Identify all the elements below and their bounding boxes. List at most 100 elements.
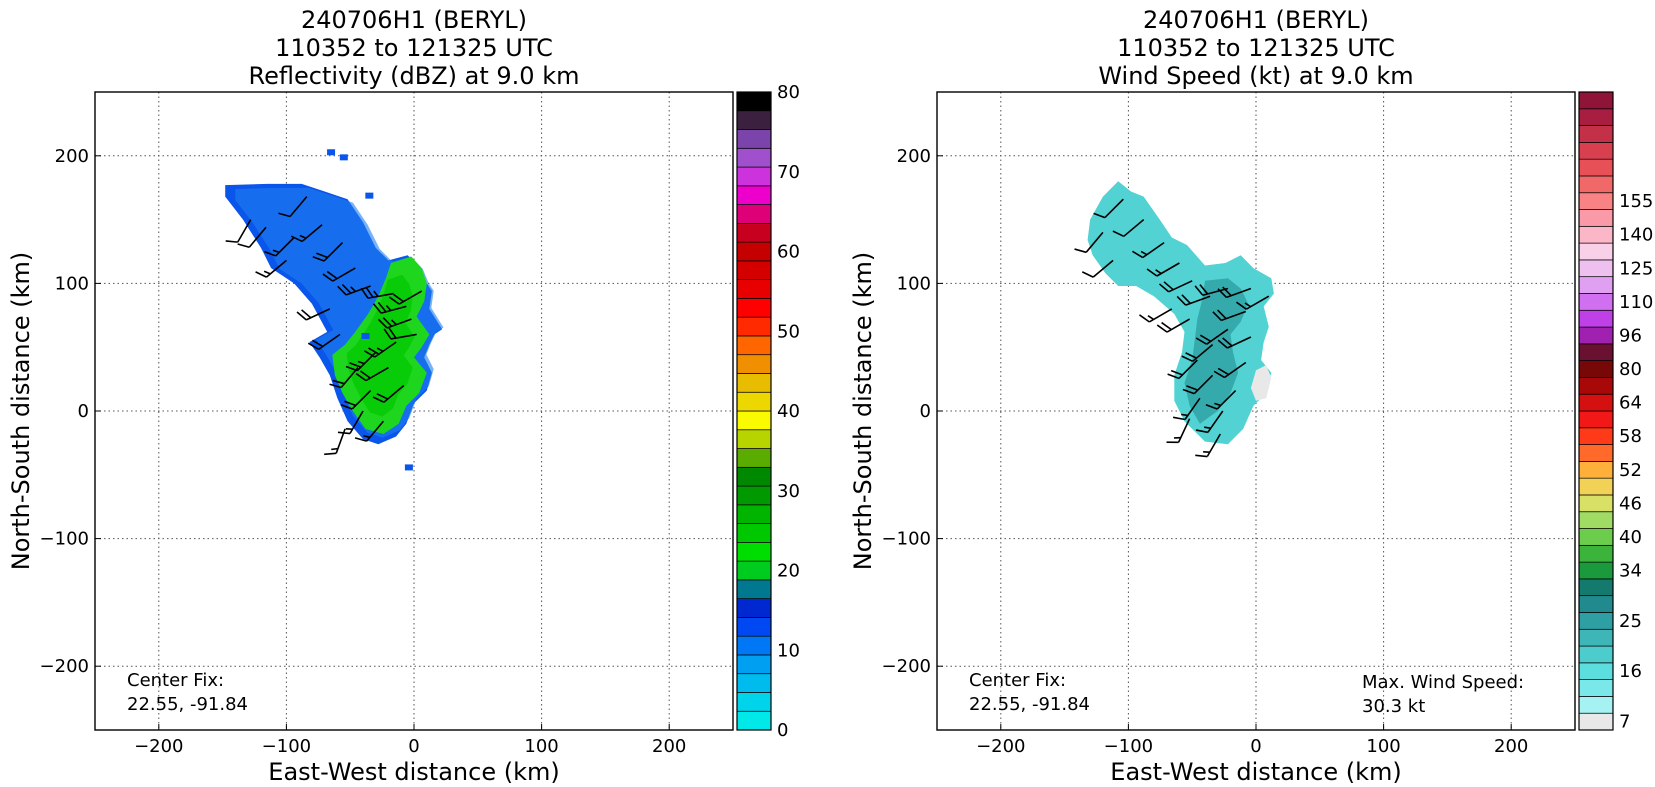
colorbar-tick-label: 10 [777, 640, 800, 661]
wind-barb [1212, 309, 1247, 322]
wind-barb [383, 327, 417, 340]
wind-barb-flag [1195, 454, 1208, 458]
wind-barb-flag [340, 403, 353, 410]
colorbar-segment [1578, 544, 1614, 563]
chart-title-line: Reflectivity (dBZ) at 9.0 km [249, 62, 580, 90]
colorbar-segment [1578, 343, 1614, 361]
wind-barb-flag [393, 293, 404, 303]
wind-barb [296, 308, 331, 321]
wind-barb-half-flag [350, 286, 357, 293]
wind-barb [1081, 259, 1114, 278]
wind-barb-staff [1085, 231, 1104, 253]
wind-barb-flag [1217, 288, 1228, 298]
wind-barb [290, 224, 323, 243]
echo-speckle [365, 192, 374, 199]
wind-barb [1156, 318, 1190, 333]
colorbar-segment [1578, 427, 1614, 445]
y-tick-label: −200 [40, 656, 89, 677]
wind-barb [1176, 294, 1211, 306]
wind-barb-half-flag [1244, 302, 1252, 308]
wind-barb-flag [1195, 337, 1208, 345]
wind-barb [1235, 295, 1270, 310]
colorbar-segment [1578, 309, 1614, 328]
colorbar-tick-label: 125 [1619, 258, 1653, 279]
colorbar-tick-label: 7 [1619, 712, 1630, 733]
y-tick-label: 200 [55, 146, 89, 167]
colorbar-segment [736, 673, 772, 693]
wind-barb [1138, 308, 1173, 323]
colorbar-segment [736, 204, 772, 224]
reflectivity-panel: 240706H1 (BERYL)110352 to 121325 UTCRefl… [7, 6, 800, 786]
wind-barb [1181, 343, 1214, 363]
colorbar-segment [1578, 444, 1614, 462]
wind-barb-half-flag [331, 447, 339, 451]
y-tick-label: −100 [882, 529, 931, 550]
colorbar-segment [1578, 712, 1614, 731]
wind-barb-flag [1161, 321, 1172, 331]
wind-barb [324, 428, 346, 456]
wind-barb-flag [1217, 309, 1227, 320]
wind-barb-half-flag [1181, 413, 1188, 417]
colorbar-segment [736, 373, 772, 393]
colorbar-tick-label: 46 [1619, 493, 1642, 514]
wind-barb-flag [1182, 388, 1195, 395]
chart-title-line: Wind Speed (kt) at 9.0 km [1098, 62, 1413, 90]
y-tick-label: 0 [920, 401, 931, 422]
wind-barb [1195, 328, 1229, 345]
colorbar-segment [1578, 142, 1614, 160]
wind-barb [329, 367, 359, 389]
colorbar-segment [736, 579, 772, 599]
wind-barb [1166, 418, 1191, 444]
colorbar-tick-label: 40 [777, 401, 800, 422]
wind-barb-half-flag [385, 304, 392, 312]
colorbar-segment [736, 617, 772, 637]
wind-barb-half-flag [1147, 315, 1155, 321]
wind-barb-staff [248, 226, 267, 248]
wind-barb-flag [1146, 268, 1158, 277]
wind-barb-flag [322, 273, 334, 282]
wind-barb-flag [1181, 355, 1194, 363]
wind-barb [340, 390, 372, 410]
x-tick-label: 100 [1366, 736, 1400, 757]
wind-barb-half-flag [357, 360, 365, 365]
wind-barb-flag [311, 339, 324, 348]
wind-barb [322, 267, 356, 282]
wind-region-weak [1250, 365, 1272, 401]
colorbar-tick-label: 40 [1619, 527, 1642, 548]
colorbar-segment [1578, 242, 1614, 261]
wind-barb-flag [1217, 367, 1230, 376]
colorbar-segment [736, 692, 772, 712]
wind-barb [377, 317, 412, 329]
colorbar-segment [1578, 461, 1614, 479]
x-axis-label: East-West distance (km) [1110, 758, 1401, 786]
echo-speckle [404, 464, 413, 471]
colorbar-tick-label: 140 [1619, 225, 1653, 246]
x-tick-label: −100 [262, 736, 311, 757]
colorbar-segment [1578, 326, 1614, 345]
wind-barb-flag [1093, 212, 1106, 219]
wind-barb-flag [1222, 286, 1232, 297]
wind-barb-flag [307, 342, 320, 351]
colorbar-segment [736, 354, 772, 374]
wind-barb [1217, 286, 1252, 299]
wind-barb-staff [1177, 418, 1191, 443]
wind-barb-flag [312, 255, 325, 262]
y-tick-label: 100 [897, 273, 931, 294]
wind-speed-panel: 240706H1 (BERYL)110352 to 121325 UTCWind… [849, 6, 1653, 786]
wind-barb-half-flag [376, 347, 384, 352]
wind-barb-half-flag [299, 234, 307, 239]
colorbar-segment [736, 410, 772, 431]
colorbar-segment [1578, 410, 1614, 429]
colorbar-segment [736, 241, 772, 262]
wind-barb [1195, 410, 1224, 434]
wind-barb-flag [377, 301, 387, 313]
center-fix-value: 22.55, -91.84 [969, 694, 1090, 715]
wind-barb [1195, 433, 1221, 458]
wind-barb-half-flag [1155, 269, 1162, 275]
wind-barb-flag [1167, 373, 1180, 380]
colorbar-segment [736, 316, 772, 337]
colorbar-segment [1578, 91, 1614, 110]
wind-barb [1194, 284, 1229, 297]
wind-barb [360, 286, 394, 299]
wind-barb-flag [377, 318, 388, 329]
